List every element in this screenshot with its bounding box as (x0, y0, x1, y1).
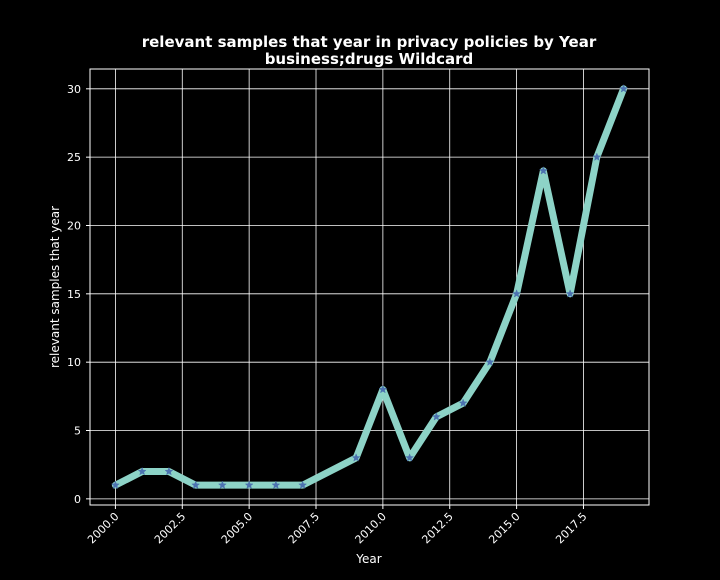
plot-frame (89, 68, 650, 506)
chart-subtitle: business;drugs Wildcard (265, 50, 474, 68)
data-point-15 (538, 166, 548, 175)
data-point-7 (298, 480, 308, 489)
data-point-13 (485, 357, 495, 366)
y-tick-label-1: 5 (74, 425, 81, 438)
data-point-11 (431, 412, 441, 421)
data-point-10 (405, 453, 415, 462)
data-point-2 (164, 466, 174, 476)
y-tick-label-5: 25 (67, 151, 81, 164)
data-point-14 (512, 289, 522, 298)
data-point-18 (619, 84, 629, 93)
marker-layer (110, 84, 629, 489)
data-point-5 (244, 480, 254, 489)
data-point-1 (137, 466, 147, 476)
chart-title: relevant samples that year in privacy po… (142, 33, 597, 51)
data-point-8 (351, 453, 361, 462)
data-point-0 (110, 480, 120, 489)
x-axis-label: Year (355, 552, 381, 566)
data-point-3 (191, 480, 201, 489)
data-point-9 (378, 384, 388, 394)
y-axis-label: relevant samples that year (48, 206, 62, 368)
y-tick-label-4: 20 (67, 219, 81, 232)
y-tick-label-3: 15 (67, 288, 81, 301)
data-point-12 (458, 398, 468, 407)
data-point-6 (271, 480, 281, 489)
data-point-16 (565, 289, 575, 298)
y-tick-label-2: 10 (67, 356, 81, 369)
data-point-4 (217, 480, 227, 489)
data-point-17 (592, 152, 602, 161)
y-tick-label-0: 0 (74, 493, 81, 506)
y-tick-label-6: 30 (67, 83, 81, 96)
axes (89, 68, 650, 506)
